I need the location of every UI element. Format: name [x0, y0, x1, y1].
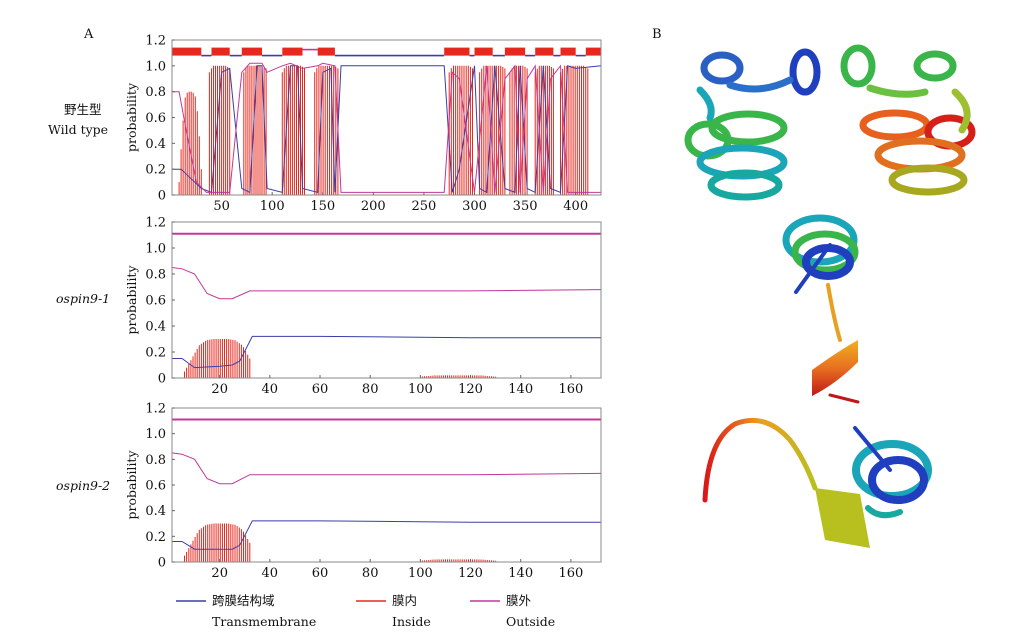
- x-tick-label: 100: [408, 382, 433, 397]
- y-tick-label: 0.4: [145, 137, 166, 152]
- legend-label-outside-en: Outside: [506, 614, 555, 629]
- topology-inside-segment: [241, 47, 262, 56]
- row-label-ospin9-2: ospin9-2: [56, 478, 110, 493]
- probability-plots: 00.20.40.60.81.01.250 100 150 200 250 300 350 4…: [124, 34, 602, 581]
- x-tick-label: 100: [260, 199, 285, 214]
- x-tick-label: 80: [362, 382, 379, 397]
- x-tick-label: 100: [408, 566, 433, 581]
- y-tick-label: 0.6: [145, 479, 166, 494]
- y-tick-label: 0.2: [145, 530, 166, 545]
- row-label-wild-type-cn: 野生型: [64, 102, 102, 117]
- topology-inside-segment: [444, 47, 470, 56]
- ospin9-2-structure: [702, 417, 932, 548]
- series-transmembrane: [172, 335, 601, 369]
- y-tick-label: 0.2: [145, 346, 166, 361]
- topology-inside-segment: [474, 47, 493, 56]
- legend-label-inside-en: Inside: [392, 614, 431, 629]
- plot-3: 0 0.2 0.4 0.6 0.8 1.0 1.2 20 40 60 80 100 120 140 160 p…: [124, 402, 602, 581]
- row-label-wild-type-en: Wild type: [48, 122, 108, 137]
- legend-label-transmembrane-cn: 跨膜结构域: [212, 593, 275, 608]
- y-axis-label: probability: [124, 82, 139, 152]
- x-tick-label: 20: [211, 382, 228, 397]
- ospin9-1-structure: [782, 214, 860, 404]
- y-tick-label: 0: [158, 372, 166, 387]
- panel-b-label: B: [652, 27, 662, 42]
- series-outside: [171, 267, 602, 300]
- y-tick-label: 1.2: [145, 402, 166, 417]
- topology-inside-segment: [504, 47, 526, 56]
- topology-inside-segment: [560, 47, 576, 56]
- x-tick-label: 300: [462, 199, 487, 214]
- y-tick-label: 0.8: [145, 268, 166, 283]
- x-tick-label: 120: [458, 566, 483, 581]
- y-tick-label: 0.4: [145, 504, 166, 519]
- x-tick-label: 120: [458, 382, 483, 397]
- series-outside: [171, 452, 602, 485]
- wild-type-structure: [684, 44, 976, 201]
- legend-label-outside-cn: 膜外: [506, 593, 532, 608]
- legend: 跨膜结构域 Transmembrane 膜内 Inside 膜外 Outside: [176, 593, 555, 629]
- panel-a-label: A: [83, 27, 94, 42]
- x-tick-label: 40: [262, 566, 279, 581]
- y-tick-label: 1.2: [145, 216, 166, 231]
- x-tick-label: 400: [563, 199, 588, 214]
- x-tick-label: 60: [312, 382, 329, 397]
- y-tick-label: 0: [158, 189, 166, 204]
- y-tick-label: 1.0: [145, 242, 166, 257]
- y-tick-label: 0.2: [145, 163, 166, 178]
- topology-inside-segment: [535, 47, 554, 56]
- legend-label-transmembrane-en: Transmembrane: [212, 614, 316, 629]
- y-tick-label: 0.6: [145, 294, 166, 309]
- topology-inside-segment: [172, 47, 202, 56]
- y-tick-label: 0: [158, 556, 166, 571]
- y-tick-label: 0.4: [145, 320, 166, 335]
- x-tick-label: 40: [262, 382, 279, 397]
- plot-frame: [171, 221, 602, 379]
- plot-2: 0 0.2 0.4 0.6 0.8 1.0 1.2 20 40 60 80 100 120 140 160 p…: [124, 216, 602, 397]
- y-tick-label: 0.8: [145, 85, 166, 100]
- plot-1: 0 0.2 0.4 0.6 0.8 1.0 1.2 50 100 150 200 250 300 350 4…: [124, 34, 602, 214]
- x-tick-label: 20: [211, 566, 228, 581]
- y-tick-label: 0.8: [145, 453, 166, 468]
- y-tick-label: 1.0: [145, 427, 166, 442]
- x-tick-label: 50: [213, 199, 230, 214]
- y-tick-label: 1.2: [145, 34, 166, 49]
- x-tick-label: 60: [312, 566, 329, 581]
- row-label-ospin9-1: ospin9-1: [56, 291, 110, 306]
- x-tick-label: 350: [513, 199, 538, 214]
- x-tick-label: 140: [508, 382, 533, 397]
- x-tick-label: 160: [558, 566, 583, 581]
- x-tick-label: 200: [361, 199, 386, 214]
- topology-inside-segment: [585, 47, 601, 56]
- topology-inside-segment: [211, 47, 230, 56]
- x-tick-label: 140: [508, 566, 533, 581]
- plot-frame: [171, 407, 602, 563]
- series-outside: [172, 62, 601, 193]
- topology-inside-segment: [317, 47, 335, 56]
- x-tick-label: 80: [362, 566, 379, 581]
- y-axis-label: probability: [124, 450, 139, 520]
- y-tick-label: 1.0: [145, 59, 166, 74]
- x-tick-label: 250: [411, 199, 436, 214]
- y-tick-label: 0.6: [145, 111, 166, 126]
- x-tick-label: 150: [310, 199, 335, 214]
- legend-label-inside-cn: 膜内: [392, 593, 417, 608]
- topology-inside-segment: [282, 47, 303, 56]
- series-transmembrane: [172, 520, 601, 550]
- x-tick-label: 160: [558, 382, 583, 397]
- y-axis-label: probability: [124, 265, 139, 335]
